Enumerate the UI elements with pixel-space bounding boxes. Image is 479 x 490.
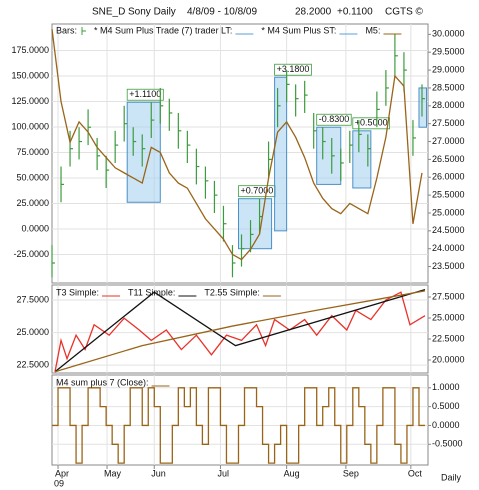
instrument-name: Sony Daily [128, 7, 176, 18]
y2-tick-label: 28.5000 [432, 82, 465, 92]
y2-tick-label: -0.5000 [432, 439, 463, 449]
x-tick-label: Aug [284, 468, 300, 478]
trade-box [237, 198, 273, 250]
y2-tick-label: 23.5000 [432, 261, 465, 271]
y2-tick-label: 25.0000 [432, 207, 465, 217]
trade-label: +0.5000 [355, 118, 388, 128]
trade-box [316, 126, 342, 185]
legend-label: T3 Simple: [56, 287, 99, 297]
legend-label: T11 Simple: [128, 287, 175, 297]
y2-tick-label: 0.5000 [432, 401, 460, 411]
panel-frame [51, 374, 429, 466]
trade-label-box [274, 63, 312, 76]
y2-tick-label: 25.0000 [432, 312, 465, 322]
y2-tick-label: 0.0000 [432, 420, 460, 430]
y2-tick-label: 1.0000 [432, 382, 460, 392]
legend-label: M4 sum plus 7 (Close): [56, 377, 149, 387]
panel-frame [51, 284, 429, 374]
trade-box [126, 101, 161, 203]
trade-label-box [352, 117, 390, 130]
y2-tick-label: 27.5000 [432, 291, 465, 301]
series-line [54, 288, 426, 373]
y-tick-label: 0.0000 [21, 223, 49, 233]
x-tick-label: Jun [151, 468, 166, 478]
series-line [51, 29, 423, 261]
panel-frame [51, 23, 429, 284]
trade-box [274, 76, 288, 232]
trade-box [352, 130, 372, 189]
y-tick-label: 27.5000 [16, 294, 49, 304]
y2-tick-label: 29.5000 [432, 47, 465, 57]
trade-label: -0.8300 [319, 114, 350, 124]
x-tick-label: Jul [217, 468, 229, 478]
series-line [54, 290, 426, 373]
source: CGTS © [385, 7, 424, 18]
trade-label: +1.1100 [129, 89, 161, 99]
symbol: SNE_D [92, 7, 125, 18]
legend-label: Bars: [56, 25, 77, 35]
series-line [52, 387, 425, 464]
y2-tick-label: 24.0000 [432, 243, 465, 253]
y2-tick-label: 27.5000 [432, 118, 465, 128]
y2-tick-label: 26.5000 [432, 154, 465, 164]
y-tick-label: 175.0000 [11, 45, 49, 55]
y-tick-label: 75.0000 [16, 147, 49, 157]
y2-tick-label: 22.5000 [432, 333, 465, 343]
y2-tick-label: 30.0000 [432, 29, 465, 39]
y-tick-label: 125.0000 [11, 96, 49, 106]
y2-tick-label: 27.0000 [432, 136, 465, 146]
trade-label-box [126, 88, 164, 101]
y-tick-label: 150.0000 [11, 70, 49, 80]
x-tick-label: May [104, 468, 122, 478]
y-tick-label: 100.0000 [11, 121, 49, 131]
x-year-label: 09 [54, 478, 64, 488]
trade-label: +3.1800 [277, 64, 310, 74]
series-line [54, 291, 426, 372]
y-tick-label: 22.5000 [16, 360, 49, 370]
x-tick-label: Apr [55, 468, 69, 478]
price-change: +0.1100 [337, 7, 373, 18]
legend-label: * M4 Sum Plus Trade (7) trader LT: [94, 25, 232, 35]
trade-label-box [316, 113, 352, 126]
y-tick-label: 25.0000 [16, 327, 49, 337]
legend-label: M5: [365, 25, 380, 35]
date-range: 4/8/09 - 10/8/09 [187, 7, 257, 18]
legend-label: * M4 Sum Plus ST: [261, 25, 336, 35]
y-tick-label: 50.0000 [16, 172, 49, 182]
y2-tick-label: 20.0000 [432, 354, 465, 364]
y2-tick-label: 25.5000 [432, 189, 465, 199]
y-tick-label: 25.0000 [16, 198, 49, 208]
y2-tick-label: 24.5000 [432, 225, 465, 235]
trade-box [418, 87, 427, 128]
legend-label: T2.55 Simple: [204, 287, 260, 297]
y2-tick-label: 26.0000 [432, 172, 465, 182]
x-tick-label: Sep [343, 468, 359, 478]
x-tick-label: Oct [408, 468, 423, 478]
y2-tick-label: 28.0000 [432, 100, 465, 110]
y-tick-label: -25.0000 [13, 249, 49, 259]
y2-tick-label: 29.0000 [432, 64, 465, 74]
last-price: 28.2000 [295, 7, 332, 18]
trade-label: +0.7000 [240, 186, 273, 196]
period-label: Daily [441, 472, 462, 482]
